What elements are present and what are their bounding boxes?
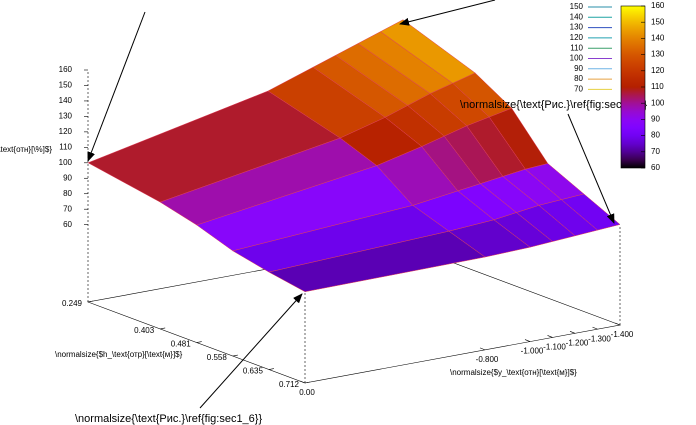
x-tick xyxy=(304,381,311,384)
arrow xyxy=(199,293,303,409)
y-tick xyxy=(547,335,553,338)
y-axis-label: \normalsize{$y_\text{отн}[\text{м}]$} xyxy=(450,368,577,377)
arrow xyxy=(399,0,496,26)
legend-label: 80 xyxy=(574,74,583,83)
z-tick-label: 130 xyxy=(59,112,73,121)
legend-label: 140 xyxy=(570,12,584,21)
y-tick-label: -1.000 xyxy=(521,347,544,356)
base-box: 607080901001101201301401501600.2490.4030… xyxy=(59,65,634,397)
z-tick-label: 150 xyxy=(59,81,73,90)
colorbar-tick-label: 60 xyxy=(651,163,660,172)
legend-label: 70 xyxy=(574,85,583,94)
legend-label: 130 xyxy=(570,23,584,32)
x-tick xyxy=(160,327,166,330)
legend-label: 120 xyxy=(570,33,584,42)
y-tick-label: 0.00 xyxy=(299,388,315,397)
x-tick xyxy=(232,354,238,357)
surface-cell xyxy=(268,230,486,293)
x-tick-label: 0.403 xyxy=(134,326,155,335)
z-tick-label: 60 xyxy=(63,220,72,229)
x-axis-label: \normalsize{$h_\text{отр}[\text{м}]$} xyxy=(55,350,183,359)
legend-label: 90 xyxy=(574,64,583,73)
x-tick xyxy=(87,300,94,303)
arrow xyxy=(567,113,615,224)
y-tick xyxy=(299,380,306,384)
colorbar-tick-label: 80 xyxy=(651,131,660,140)
colorbar-tick-label: 160 xyxy=(651,1,665,10)
y-tick xyxy=(479,347,486,351)
colorbar-tick-label: 100 xyxy=(651,98,665,107)
x-tick xyxy=(196,341,202,343)
x-tick-label: 0.712 xyxy=(279,380,300,389)
legend-label: 150 xyxy=(570,2,584,11)
z-axis-label: \text{отн}[\%]$} xyxy=(0,145,52,154)
y-tick xyxy=(569,331,576,334)
z-tick-label: 90 xyxy=(63,173,72,182)
legend-label: 100 xyxy=(570,54,584,63)
colorbar-tick-label: 110 xyxy=(651,82,664,91)
y-tick xyxy=(614,322,621,326)
y-tick xyxy=(524,339,531,342)
colorbar-tick-label: 140 xyxy=(651,34,665,43)
legend-label: 110 xyxy=(570,43,583,52)
colorbar-tick-label: 150 xyxy=(651,17,665,26)
y-tick-label: -1.200 xyxy=(566,338,589,347)
annotation: \normalsize{\text{Рис.}\ref{fig:sec1_6}} xyxy=(75,413,262,425)
x-tick-label: 0.249 xyxy=(62,299,83,308)
surface xyxy=(87,19,621,293)
colorbar-tick-label: 70 xyxy=(651,147,660,156)
x-tick-label: 0.635 xyxy=(243,367,264,376)
arrow xyxy=(87,11,146,162)
colorbar-tick-label: 90 xyxy=(651,115,660,124)
y-tick-label: -1.100 xyxy=(543,343,566,352)
y-tick-label: -1.300 xyxy=(588,334,611,343)
colorbar-tick-label: 130 xyxy=(651,50,665,59)
z-tick-label: 120 xyxy=(59,127,73,136)
z-tick-label: 140 xyxy=(59,96,73,105)
y-tick-label: -0.800 xyxy=(476,355,499,364)
z-tick-label: 80 xyxy=(63,189,72,198)
x-tick-label: 0.481 xyxy=(171,340,192,349)
z-tick-label: 160 xyxy=(59,65,73,74)
x-tick xyxy=(268,368,274,370)
z-tick-label: 110 xyxy=(59,142,72,151)
annotation: \normalsize{\text{Рис.}\ref{fig:sec7_6}} xyxy=(460,99,647,111)
y-tick-label: -1.400 xyxy=(611,330,634,339)
x-tick-label: 0.558 xyxy=(207,353,228,362)
z-tick-label: 100 xyxy=(59,158,73,167)
y-tick xyxy=(592,326,598,330)
z-tick-label: 70 xyxy=(63,204,72,213)
colorbar-tick-label: 120 xyxy=(651,66,665,75)
